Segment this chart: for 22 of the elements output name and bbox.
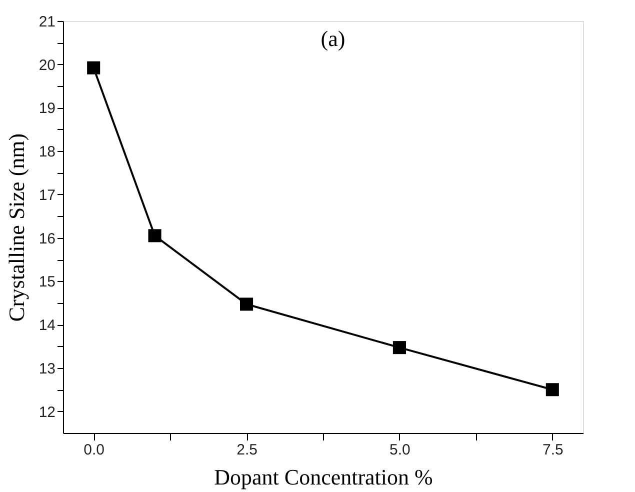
y-tick-label: 12: [38, 404, 56, 421]
y-tick-label: 16: [38, 230, 56, 248]
y-axis-title: Crystalline Size (nm): [4, 133, 29, 322]
x-axis-title: Dopant Concentration %: [214, 464, 433, 490]
annotation: (a): [320, 26, 346, 51]
y-tick-label: 20: [38, 56, 56, 74]
y-tick-label: 19: [38, 100, 56, 118]
y-tick-label: 21: [38, 14, 56, 30]
point: [87, 61, 100, 74]
y-tick-label: 13: [38, 360, 56, 378]
y-tick-label: 14: [38, 317, 56, 334]
y-tick-label: 18: [38, 144, 56, 161]
point: [240, 298, 254, 311]
point: [148, 229, 162, 242]
x-tick-label: 0.0: [84, 442, 105, 458]
x-tick-label: 2.5: [236, 442, 258, 458]
x-tick-label: 7.5: [542, 442, 564, 458]
point: [546, 383, 559, 396]
x-tick-label: 5.0: [390, 442, 410, 458]
y-tick-label: 15: [38, 274, 56, 291]
y-tick-label: 17: [38, 186, 56, 204]
point: [392, 341, 406, 354]
